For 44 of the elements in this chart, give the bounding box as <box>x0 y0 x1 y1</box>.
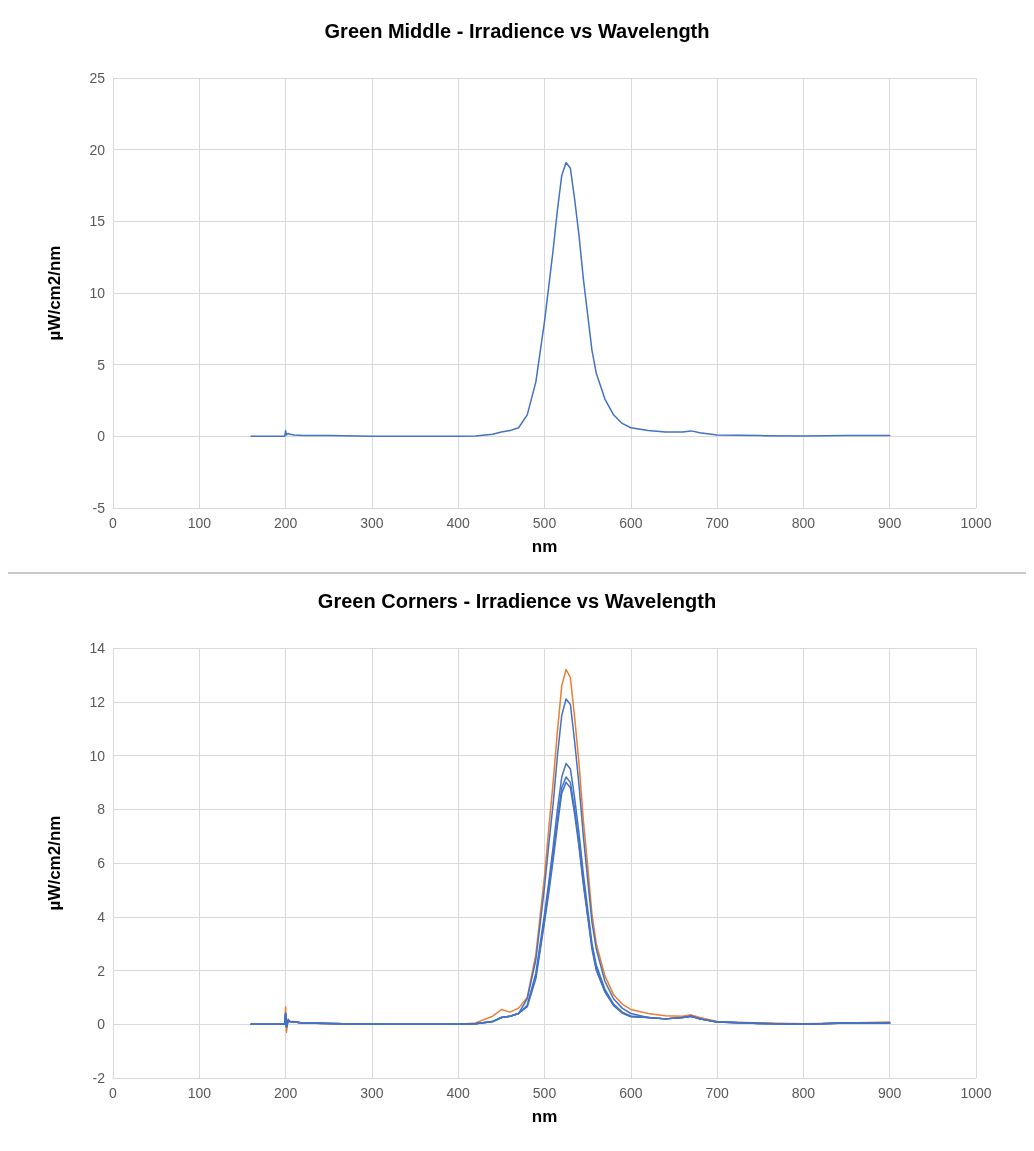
y-tick-label: 6 <box>97 855 106 871</box>
x-tick-label: 300 <box>360 1085 384 1101</box>
y-tick-label: 20 <box>89 141 106 158</box>
x-tick-label: 900 <box>878 1085 902 1101</box>
x-tick-label: 600 <box>619 515 643 531</box>
x-tick-label: 1000 <box>960 515 992 531</box>
y-tick-label: -5 <box>92 500 106 516</box>
y-tick-label: 4 <box>97 908 106 925</box>
chart-title: Green Corners - Irradience vs Wavelength <box>317 590 717 612</box>
y-tick-label: 25 <box>89 70 106 86</box>
x-tick-label: 100 <box>187 515 212 531</box>
x-tick-label: 400 <box>446 515 471 531</box>
y-tick-label: 5 <box>97 356 106 373</box>
x-tick-label: 700 <box>705 1085 729 1101</box>
x-tick-label: 700 <box>705 515 729 531</box>
y-tick-label: 15 <box>89 213 106 230</box>
x-tick-label: 500 <box>532 1085 557 1101</box>
y-tick-label: 10 <box>89 285 106 301</box>
y-tick-label: 14 <box>89 640 106 656</box>
x-axis-title: nm <box>531 537 558 556</box>
y-axis-title: µW/cm2/nm <box>45 815 64 911</box>
x-tick-label: 0 <box>109 515 118 531</box>
x-tick-label: 200 <box>273 515 298 531</box>
y-tick-label: 0 <box>97 1016 106 1033</box>
x-tick-label: 500 <box>532 515 557 531</box>
y-tick-label: 12 <box>89 693 106 710</box>
y-tick-label: -2 <box>92 1070 106 1086</box>
x-tick-label: 600 <box>619 1085 643 1101</box>
y-tick-label: 2 <box>97 962 106 979</box>
x-tick-label: 800 <box>791 1085 816 1101</box>
y-tick-label: 10 <box>89 747 106 764</box>
y-tick-label: 8 <box>97 801 106 818</box>
x-tick-label: 400 <box>446 1085 471 1101</box>
x-tick-label: 1000 <box>960 1085 992 1101</box>
y-tick-label: 0 <box>97 428 106 445</box>
x-tick-label: 800 <box>791 515 816 531</box>
x-tick-label: 0 <box>109 1085 118 1101</box>
chart-title: Green Middle - Irradience vs Wavelength <box>324 20 710 42</box>
x-tick-label: 900 <box>878 515 902 531</box>
x-tick-label: 300 <box>360 515 384 531</box>
y-axis-title: µW/cm2/nm <box>45 245 64 341</box>
x-tick-label: 100 <box>187 1085 212 1101</box>
x-tick-label: 200 <box>273 1085 298 1101</box>
x-axis-title: nm <box>531 1107 558 1126</box>
